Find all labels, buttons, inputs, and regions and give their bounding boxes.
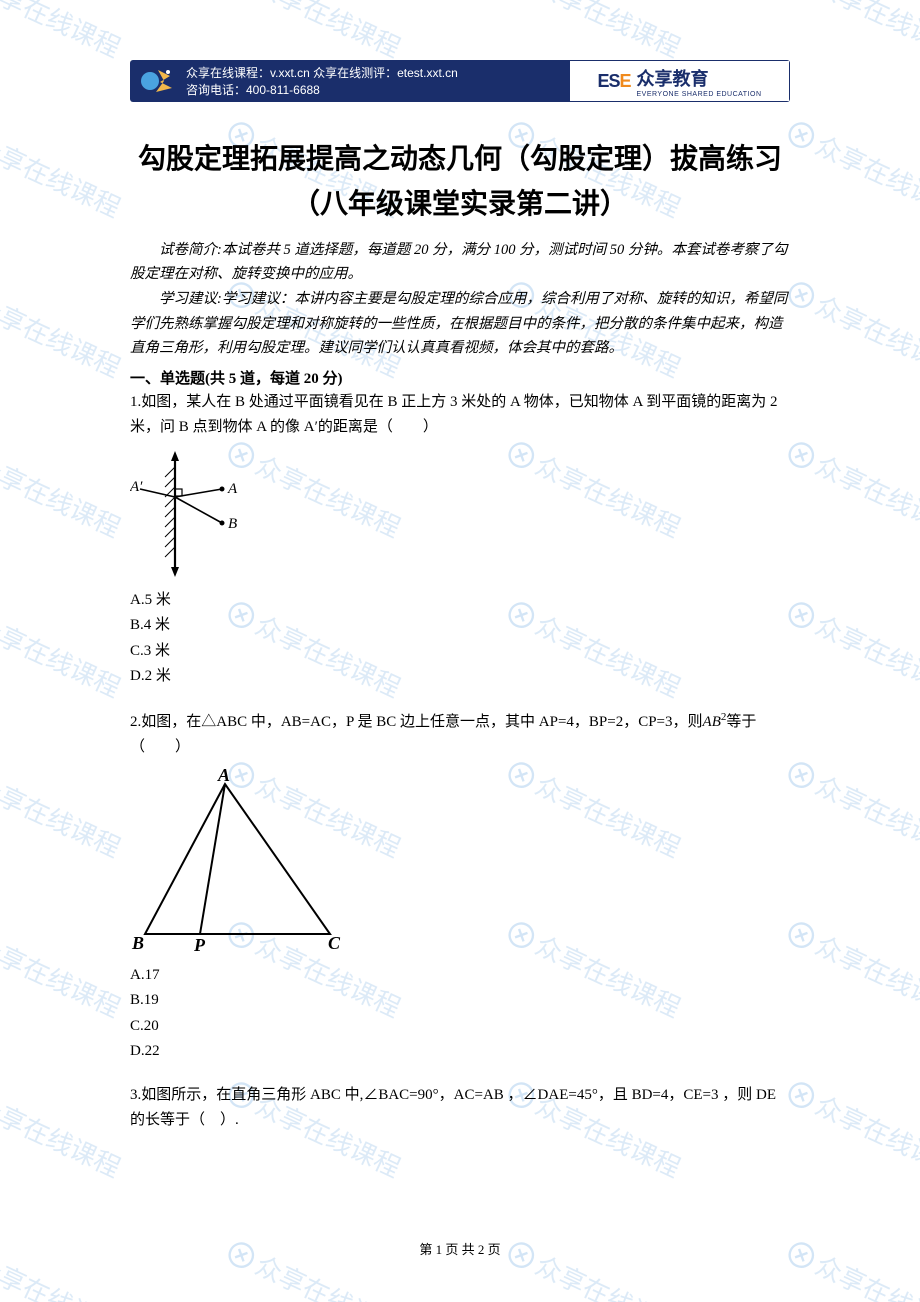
q2-option-b: B.19 bbox=[130, 988, 790, 1014]
banner-deco-icon bbox=[138, 64, 178, 98]
brand-cn: 众享教育 bbox=[636, 69, 708, 89]
q2-stem: 2.如图，在△ABC 中，AB=AC，P 是 BC 边上任意一点，其中 AP=4… bbox=[130, 708, 790, 761]
intro-2: 学习建议:学习建议：本讲内容主要是勾股定理的综合应用，综合利用了对称、旋转的知识… bbox=[130, 287, 790, 361]
banner-line1: 众享在线课程：v.xxt.cn 众享在线测评：etest.xxt.cn bbox=[186, 64, 570, 81]
q1-stem: 1.如图，某人在 B 处通过平面镜看见在 B 正上方 3 米处的 A 物体，已知… bbox=[130, 390, 790, 441]
q3-stem: 3.如图所示，在直角三角形 ABC 中,∠BAC=90°，AC=AB ，∠DAE… bbox=[130, 1083, 790, 1134]
banner-line2: 咨询电话：400-811-6688 bbox=[186, 81, 570, 98]
svg-text:A′: A′ bbox=[130, 479, 143, 495]
page-title: 勾股定理拓展提高之动态几何（勾股定理）拔高练习（八年级课堂实录第二讲） bbox=[130, 138, 790, 228]
q2-figure: A B P C bbox=[130, 769, 790, 959]
page-footer: 第 1 页 共 2 页 bbox=[0, 1239, 920, 1258]
q1-option-c: C.3 米 bbox=[130, 639, 790, 665]
q1-options: A.5 米 B.4 米 C.3 米 D.2 米 bbox=[130, 588, 790, 690]
q2-option-d: D.22 bbox=[130, 1039, 790, 1065]
svg-text:P: P bbox=[193, 935, 206, 954]
q2-options: A.17 B.19 C.20 D.22 bbox=[130, 963, 790, 1065]
brand-en: EVERYONE SHARED EDUCATION bbox=[636, 91, 761, 98]
q1-figure: A′ A B bbox=[130, 449, 790, 584]
svg-text:A: A bbox=[227, 481, 238, 497]
page-content: 众享在线课程：v.xxt.cn 众享在线测评：etest.xxt.cn 咨询电话… bbox=[0, 0, 920, 1174]
header-banner: 众享在线课程：v.xxt.cn 众享在线测评：etest.xxt.cn 咨询电话… bbox=[130, 60, 790, 102]
svg-text:B: B bbox=[131, 933, 144, 953]
q1-option-b: B.4 米 bbox=[130, 613, 790, 639]
q2-option-c: C.20 bbox=[130, 1014, 790, 1040]
section-head: 一、单选题(共 5 道，每道 20 分) bbox=[130, 367, 790, 388]
banner-left: 众享在线课程：v.xxt.cn 众享在线测评：etest.xxt.cn 咨询电话… bbox=[130, 60, 570, 102]
q1-option-d: D.2 米 bbox=[130, 664, 790, 690]
svg-text:B: B bbox=[228, 516, 237, 532]
intro-1: 试卷简介:本试卷共 5 道选择题，每道题 20 分，满分 100 分，测试时间 … bbox=[130, 238, 790, 287]
svg-text:A: A bbox=[217, 769, 230, 785]
banner-right: ESE 众享教育 EVERYONE SHARED EDUCATION bbox=[570, 60, 790, 102]
q1-option-a: A.5 米 bbox=[130, 588, 790, 614]
q2-option-a: A.17 bbox=[130, 963, 790, 989]
brand-block: 众享教育 EVERYONE SHARED EDUCATION bbox=[636, 65, 761, 98]
svg-text:C: C bbox=[328, 933, 341, 953]
ese-logo: ESE bbox=[597, 71, 630, 92]
